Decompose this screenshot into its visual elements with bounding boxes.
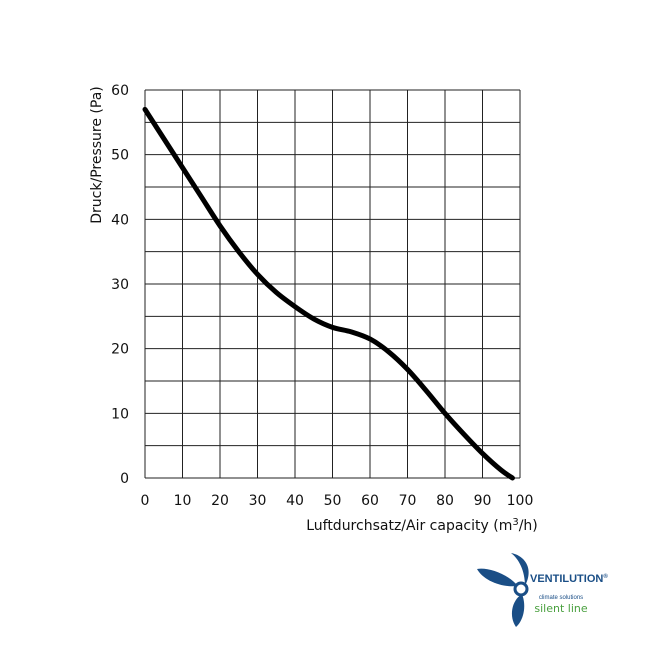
y-tick-label: 50 bbox=[111, 148, 129, 164]
logo-tagline: climate solutions bbox=[539, 595, 583, 601]
y-tick-label: 30 bbox=[111, 277, 129, 293]
y-tick-label: 40 bbox=[111, 212, 129, 228]
x-tick-label: 30 bbox=[249, 493, 267, 509]
x-axis-title: Luftdurchsatz/Air capacity (m3/h) bbox=[306, 517, 538, 534]
y-tick-label: 10 bbox=[111, 406, 129, 422]
logo-name: VENTILUTION® bbox=[530, 573, 608, 585]
fan-blade-icon bbox=[477, 553, 529, 627]
x-tick-label: 100 bbox=[507, 493, 534, 509]
x-tick-label: 10 bbox=[174, 493, 192, 509]
x-tick-label: 50 bbox=[324, 493, 342, 509]
logo-product-line: silent line bbox=[534, 602, 587, 615]
y-axis-title: Druck/Pressure (Pa) bbox=[89, 86, 105, 223]
y-tick-label: 60 bbox=[111, 83, 129, 99]
x-axis-ticks: 0 10 20 30 40 50 60 70 80 90 100 bbox=[141, 493, 534, 509]
y-tick-label: 20 bbox=[111, 342, 129, 358]
x-tick-label: 90 bbox=[474, 493, 492, 509]
x-tick-label: 20 bbox=[211, 493, 229, 509]
performance-curve bbox=[142, 106, 515, 481]
x-tick-label: 60 bbox=[361, 493, 379, 509]
grid bbox=[144, 89, 521, 479]
x-tick-label: 70 bbox=[399, 493, 417, 509]
x-tick-label: 0 bbox=[141, 493, 150, 509]
ventilution-logo: VENTILUTION® climate solutions silent li… bbox=[477, 553, 608, 627]
y-tick-label: 0 bbox=[120, 471, 129, 487]
x-tick-label: 80 bbox=[436, 493, 454, 509]
y-axis-ticks: 0 10 20 30 40 50 60 bbox=[111, 83, 129, 487]
x-tick-label: 40 bbox=[286, 493, 304, 509]
